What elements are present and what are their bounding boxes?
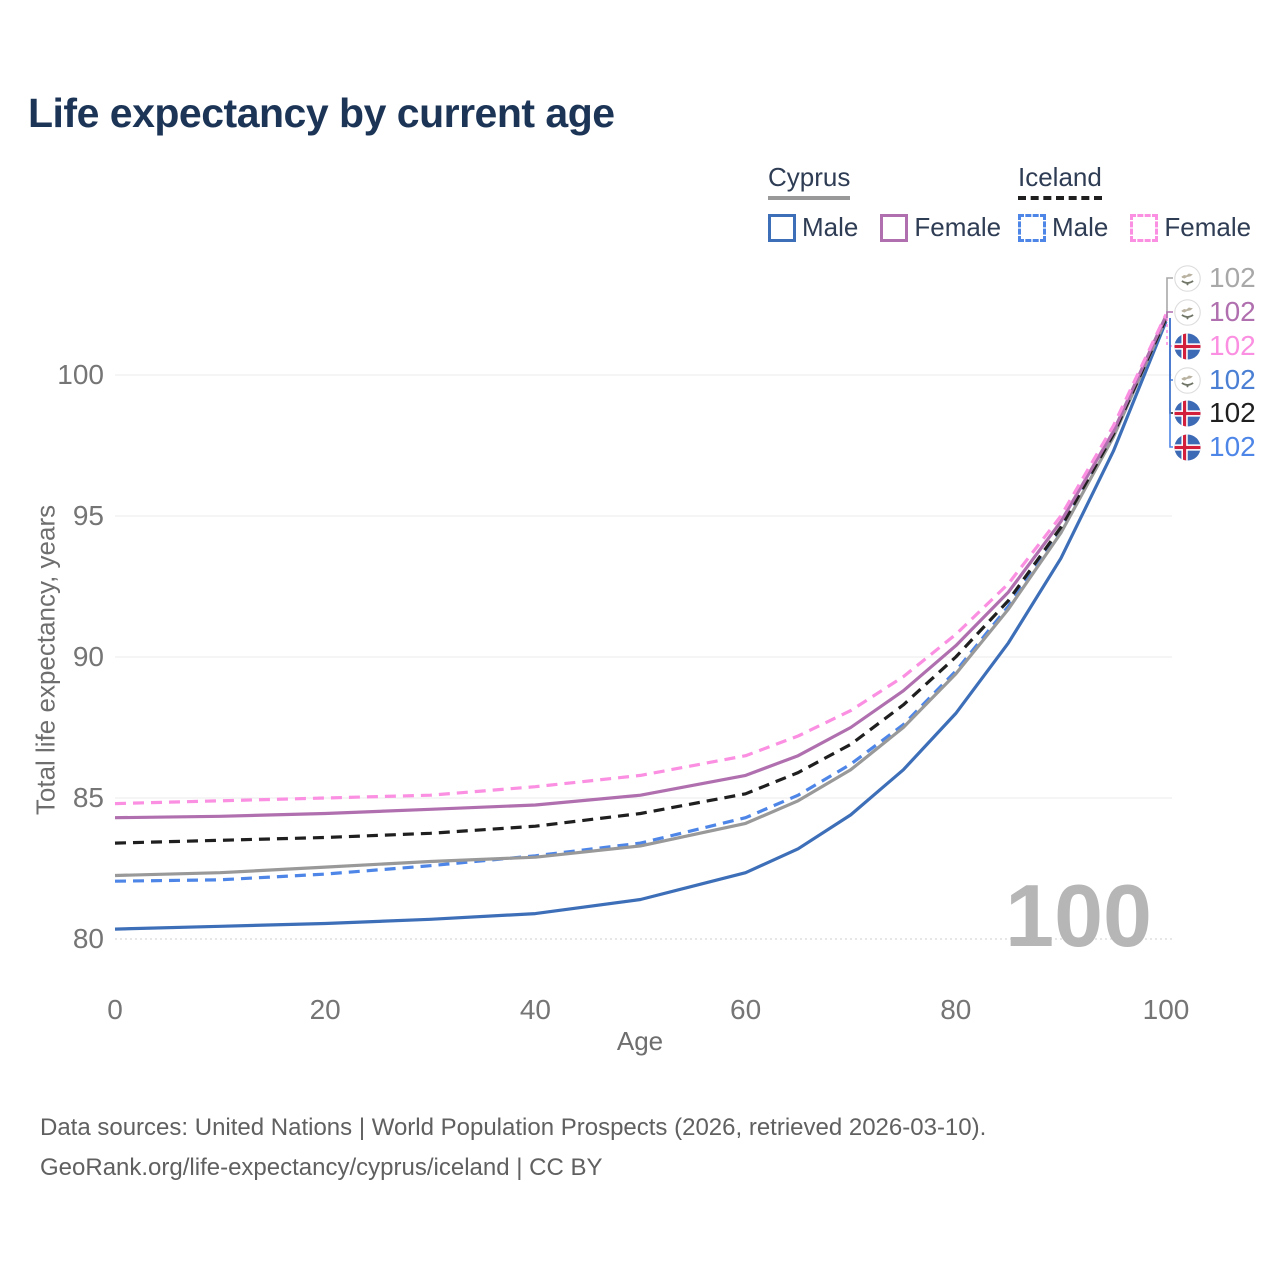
end-label-value: 102 [1209,431,1256,462]
x-axis-title: Age [616,1026,664,1056]
legend-label: Male [802,212,859,242]
cyprus-flag-icon [1174,366,1201,394]
end-label-iceland-male: 102 [1174,430,1256,464]
series-line-iceland-male [114,317,1168,883]
end-label-value: 102 [1209,397,1256,428]
cyprus-male-swatch-icon [768,213,796,242]
series-line-iceland-female [114,313,1168,806]
end-label-cyprus-male: 102 [1174,363,1256,397]
y-tick-label: 100 [57,359,104,390]
end-label-cyprus: 102 [1174,261,1256,295]
series-line-cyprus-both [114,317,1168,878]
legend-label: Female [914,212,1002,242]
iceland-flag-icon [1174,433,1201,461]
y-tick-label: 90 [72,641,104,672]
end-label-value: 102 [1209,296,1256,327]
x-tick-label: 40 [519,994,551,1025]
x-tick-label: 0 [107,994,123,1025]
cyprus-flag-icon [1174,264,1201,292]
series-line-cyprus-male [114,320,1168,931]
legend-label: Male [1052,212,1109,242]
end-label-iceland: 102 [1174,396,1256,430]
legend-item-iceland-female[interactable]: Female [1130,212,1251,243]
legend-item-iceland-male[interactable]: Male [1018,212,1108,243]
legend-country-iceland[interactable]: Iceland [1018,162,1102,200]
legend-country-cyprus[interactable]: Cyprus [768,162,851,200]
series-line-iceland-both [114,317,1168,845]
legend-item-cyprus-male[interactable]: Male [768,212,858,243]
y-tick-label: 85 [72,782,104,813]
footer: Data sources: United Nations | World Pop… [40,1108,986,1189]
y-tick-label: 80 [72,923,104,954]
legend-group-cyprus: Cyprus Male Female [768,162,1001,243]
x-tick-label: 20 [309,994,341,1025]
y-axis-title: Total life expectancy, years [30,504,61,816]
footer-data-sources: Data sources: United Nations | World Pop… [40,1114,987,1141]
series-line-cyprus-female [114,315,1168,820]
iceland-flag-icon [1174,332,1201,360]
legend-label: Female [1164,212,1252,242]
cyprus-flag-icon [1174,298,1201,326]
end-label-leader [1166,311,1173,318]
x-tick-label: 60 [730,994,762,1025]
page-title: Life expectancy by current age [28,90,615,136]
iceland-female-swatch-icon [1130,213,1159,242]
iceland-male-swatch-icon [1018,213,1046,242]
end-label-leader [1166,318,1173,347]
y-tick-label: 95 [72,500,104,531]
legend-group-iceland: Iceland Male Female [1018,162,1251,243]
hover-age-watermark: 100 [1005,866,1152,965]
end-label-value: 102 [1209,330,1256,361]
footer-attribution[interactable]: GeoRank.org/life-expectancy/cyprus/icela… [40,1154,603,1182]
end-label-value: 102 [1209,364,1256,395]
end-label-iceland-female: 102 [1174,329,1256,363]
end-label-cyprus-female: 102 [1174,295,1256,329]
end-label-value: 102 [1209,262,1256,293]
x-tick-label: 100 [1142,994,1190,1025]
end-label-leader [1169,318,1173,448]
cyprus-female-swatch-icon [880,213,909,242]
x-tick-label: 80 [940,994,972,1025]
legend-item-cyprus-female[interactable]: Female [880,212,1001,243]
iceland-flag-icon [1174,399,1201,427]
end-label-leader [1166,277,1173,318]
